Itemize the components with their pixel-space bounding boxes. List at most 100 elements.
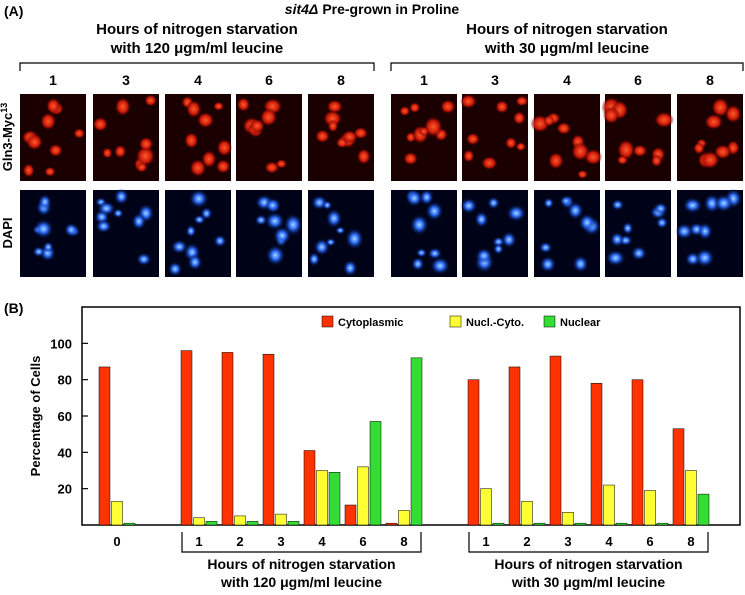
y-tick-label: 20 — [58, 482, 72, 497]
cell — [114, 144, 127, 159]
bar — [656, 522, 669, 526]
cell — [136, 252, 152, 266]
y-tick-label: 40 — [58, 445, 72, 460]
cell — [138, 136, 154, 152]
cell — [572, 255, 589, 273]
cell — [419, 189, 434, 206]
bracket — [390, 62, 744, 71]
cell — [92, 116, 109, 132]
cell — [605, 249, 626, 267]
group-title: with 120 μgm/ml leucine — [220, 574, 382, 590]
micrograph — [601, 94, 675, 181]
cell — [711, 97, 730, 118]
row-label: Gln3-Myc13 — [0, 103, 15, 172]
cell — [264, 197, 281, 213]
cell — [345, 227, 364, 250]
cell — [655, 216, 669, 229]
bracket — [468, 532, 709, 553]
cell — [505, 136, 517, 150]
x-tick-label: 2 — [236, 534, 243, 549]
cell — [632, 144, 648, 157]
bar — [193, 517, 205, 526]
hour-label: 1 — [49, 72, 57, 88]
bar — [234, 515, 246, 526]
cell — [399, 105, 411, 117]
cell — [616, 155, 628, 165]
cell — [675, 223, 694, 240]
bar — [398, 510, 410, 526]
cell — [335, 226, 346, 235]
cell — [548, 152, 564, 170]
cell — [254, 214, 268, 226]
cell — [236, 97, 251, 112]
bar — [262, 353, 275, 526]
cell — [275, 159, 287, 169]
cell — [185, 224, 197, 238]
group-title: Hours of nitrogen starvation — [96, 21, 298, 38]
cell — [33, 219, 54, 239]
row-label: DAPI — [0, 217, 15, 248]
title-text: Pre-grown in Proline — [322, 1, 459, 17]
cell — [341, 130, 358, 144]
y-axis-label: Percentage of Cells — [28, 356, 43, 477]
cell — [201, 150, 217, 168]
cell — [714, 194, 734, 213]
cell — [622, 221, 634, 235]
hour-label: 8 — [706, 72, 714, 88]
bar — [508, 366, 521, 526]
hour-label: 3 — [122, 72, 130, 88]
bar — [603, 484, 615, 526]
cell — [405, 189, 423, 207]
x-tick-label: 8 — [687, 534, 694, 549]
cell — [411, 256, 425, 271]
hour-label: 6 — [634, 72, 642, 88]
cell — [481, 156, 498, 170]
panel-title: sit4Δ Pre-grown in Proline — [285, 1, 460, 17]
cell — [26, 133, 43, 151]
x-tick-label: 6 — [646, 534, 653, 549]
cell — [559, 195, 573, 207]
bar — [685, 470, 697, 526]
group-title: with 30 μgm/ml leucine — [484, 40, 649, 57]
cell — [611, 199, 625, 211]
cell — [313, 238, 330, 256]
hour-label: 3 — [491, 72, 499, 88]
cell — [430, 257, 450, 275]
cell — [427, 247, 442, 260]
cell — [322, 200, 333, 210]
cell — [213, 234, 227, 248]
cell — [693, 141, 705, 155]
bar — [533, 522, 546, 526]
bar — [328, 472, 341, 526]
bar — [562, 512, 574, 526]
bar — [521, 501, 533, 526]
cell — [40, 112, 57, 131]
hour-label: 6 — [265, 72, 273, 88]
cell — [704, 113, 724, 130]
cell — [543, 197, 555, 209]
cell — [617, 139, 635, 161]
bar — [369, 421, 382, 526]
cell — [114, 188, 129, 205]
bar — [590, 383, 603, 526]
micrograph — [308, 190, 374, 277]
cell — [273, 226, 292, 245]
micrograph — [308, 94, 374, 181]
cell — [602, 106, 620, 125]
cell — [543, 114, 555, 127]
cell — [95, 219, 112, 234]
cell — [460, 197, 478, 214]
group-title: Hours of nitrogen starvation — [494, 556, 682, 572]
cell — [425, 201, 444, 221]
cell — [487, 196, 500, 210]
bar — [385, 522, 398, 526]
strain: sit4Δ — [285, 1, 319, 17]
cell — [610, 231, 625, 247]
bar — [644, 490, 656, 526]
cell — [577, 169, 588, 179]
bar — [697, 493, 710, 526]
hour-label: 4 — [563, 72, 571, 88]
bar — [111, 501, 123, 526]
micrograph — [92, 94, 159, 181]
